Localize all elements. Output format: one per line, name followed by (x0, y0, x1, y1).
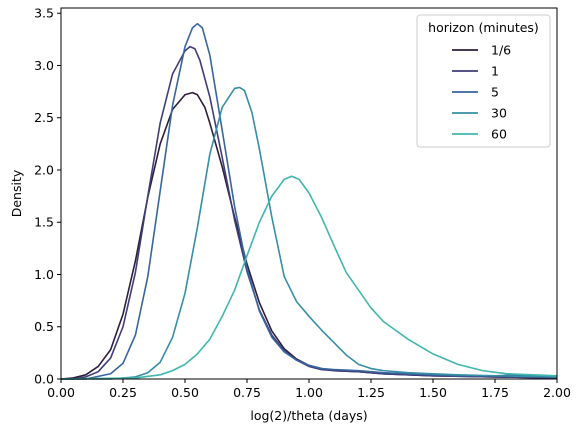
y-tick-label: 1.5 (34, 215, 54, 230)
series-layer (60, 22, 558, 380)
legend-title: horizon (minutes) (428, 20, 539, 35)
series-line-3 (61, 86, 558, 380)
legend-entries: 1/6 1 5 30 60 (452, 43, 511, 142)
x-tick-label: 0.75 (233, 385, 261, 400)
y-axis-label: Density (9, 169, 24, 217)
series-line-4 (60, 175, 558, 380)
series-line-2 (61, 22, 558, 380)
y-tick-label: 2.5 (34, 110, 54, 125)
x-axis-label: log(2)/theta (days) (250, 408, 367, 423)
y-tick-label: 0.0 (34, 372, 54, 387)
y-tick-label: 2.0 (34, 162, 54, 177)
y-tick-label: 0.5 (34, 319, 54, 334)
x-tick-label: 0.50 (171, 385, 199, 400)
x-tick-label: 2.00 (543, 385, 571, 400)
legend-label: 5 (491, 85, 499, 100)
legend-label: 30 (491, 106, 507, 121)
legend-label: 60 (491, 127, 507, 142)
legend-box (416, 14, 551, 148)
x-axis-ticks: 0.00 0.25 0.50 0.75 1.00 1.25 1.50 1.75 2.00 (47, 379, 571, 400)
y-tick-label: 3.5 (34, 6, 54, 21)
x-tick-label: 1.25 (357, 385, 385, 400)
y-tick-label: 1.0 (34, 267, 54, 282)
legend-label: 1 (491, 64, 499, 79)
series-line-1 (61, 45, 558, 380)
x-tick-label: 0.00 (47, 385, 75, 400)
x-tick-label: 1.00 (295, 385, 323, 400)
legend-label: 1/6 (491, 43, 511, 58)
y-tick-label: 3.0 (34, 58, 54, 73)
x-tick-label: 1.75 (481, 385, 509, 400)
x-tick-label: 1.50 (419, 385, 447, 400)
x-tick-label: 0.25 (109, 385, 137, 400)
legend: horizon (minutes) 1/6 1 5 30 60 (416, 14, 551, 148)
y-axis-ticks: 0.0 0.5 1.0 1.5 2.0 2.5 3.0 3.5 (34, 6, 61, 387)
